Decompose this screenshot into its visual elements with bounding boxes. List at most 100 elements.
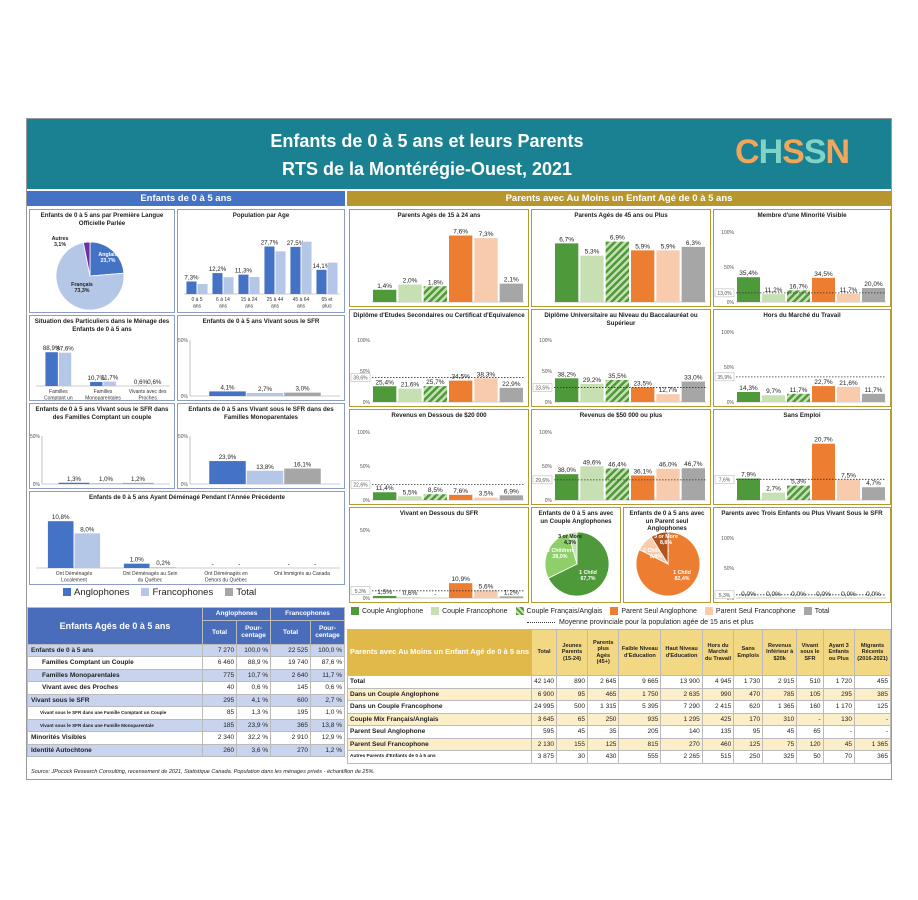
pie-slice xyxy=(89,241,125,277)
slice-value: 67,7% xyxy=(580,576,595,582)
x-tick: 25 à 44 xyxy=(267,297,284,303)
panel-pie: Enfants de 0 à 5 ans par Première Langue… xyxy=(29,209,175,313)
data-label: 11,7% xyxy=(865,387,883,394)
slice-name: 3 or More xyxy=(654,534,678,540)
col-header: Haut Niveau d'Education xyxy=(660,629,703,676)
data-label: 29,2% xyxy=(583,377,602,384)
chart-svg-p10: 50% 0% 1,5% 0,6% - 10,9% 5,6% 1,2% 5,3% xyxy=(350,528,524,602)
data-label: 14,3% xyxy=(739,385,758,392)
data-label: 1,2% xyxy=(131,476,146,483)
bar xyxy=(605,379,629,402)
left-legend: Anglophones Francophones Total xyxy=(63,587,256,598)
y-tick: 0% xyxy=(545,400,553,406)
data-label: - xyxy=(314,561,316,568)
prov-label: 22,6% xyxy=(353,483,368,489)
bar xyxy=(423,494,447,500)
data-label: 25,7% xyxy=(426,379,445,386)
bar xyxy=(862,487,885,500)
data-label: 7,9% xyxy=(741,472,756,479)
pie-slice xyxy=(82,241,91,277)
y-tick: 50% xyxy=(178,434,189,440)
bar xyxy=(837,479,860,500)
data-label: 20,7% xyxy=(814,437,833,444)
col-header: Total xyxy=(531,629,557,676)
bar xyxy=(737,277,760,302)
data-label: 87,6% xyxy=(56,346,74,353)
bar xyxy=(762,492,785,500)
y-tick: 100% xyxy=(357,338,370,344)
data-label: 1,8% xyxy=(428,279,443,286)
bar xyxy=(762,395,785,402)
prov-legend: Moyenne provinciale pour la population a… xyxy=(527,619,754,626)
data-label: 1,3% xyxy=(67,476,82,483)
pie-slice xyxy=(567,531,578,565)
data-label: 16,1% xyxy=(294,462,312,469)
chart-title: Hors du Marché du Travail xyxy=(763,312,841,319)
bar xyxy=(275,251,286,294)
bar xyxy=(150,567,177,568)
panel-pie_ang: Enfants de 0 à 5 ans avec un Couple Angl… xyxy=(531,507,621,603)
panel-p2: Parents Agés de 45 ans ou Plus 6,7% 5,3% 6,… xyxy=(531,209,711,307)
bar xyxy=(197,284,208,294)
x-tick: ans xyxy=(271,304,280,310)
slice-name: 2 Children xyxy=(547,548,573,554)
bar xyxy=(474,378,498,402)
legend-parent-seul-anglophone: Parent Seul Anglophone xyxy=(610,607,697,615)
bar xyxy=(474,590,498,598)
data-label: 33,0% xyxy=(684,375,703,382)
data-label: - xyxy=(434,591,436,598)
bar xyxy=(499,283,523,302)
data-label: 11,7% xyxy=(840,287,858,294)
data-label: 49,6% xyxy=(583,459,602,466)
bar xyxy=(74,533,101,568)
data-label: 3,5% xyxy=(479,491,494,498)
data-label: 6,3% xyxy=(686,240,701,247)
data-label: - xyxy=(288,561,290,568)
data-label: - xyxy=(212,561,214,568)
x-tick: Ont Immigrés au Canada xyxy=(274,571,330,577)
table-row: Parent Seul Francophone 2 130 155 125 815 270… xyxy=(346,737,891,751)
x-tick: Ont Déménagés en xyxy=(204,571,248,577)
y-tick: 0% xyxy=(727,400,735,406)
bar xyxy=(264,246,275,294)
data-label: 13,8% xyxy=(256,464,274,471)
y-tick: 50% xyxy=(178,338,189,344)
legend-couple-francophone: Couple Francophone xyxy=(431,607,508,615)
data-label: 10,8% xyxy=(52,514,70,521)
table-row: Vivant avec des Proches 40 0,6 % 145 0,6 % xyxy=(27,681,345,695)
slice-name: 3 or More xyxy=(558,534,582,540)
slice-value: 8,8% xyxy=(660,540,672,546)
data-label: 3,0% xyxy=(295,386,310,393)
right-legend: Couple Anglophone Couple Francophone Cou… xyxy=(351,607,829,615)
x-tick: du Québec xyxy=(138,578,163,584)
x-tick: 65 et xyxy=(321,297,333,303)
table-row: Dans un Couple Anglophone 6 900 95 465 1 750… xyxy=(346,687,891,701)
panel-sfr_mono: Enfants de 0 à 5 ans Vivant sous le SFR … xyxy=(177,403,345,489)
data-label: 38,2% xyxy=(557,371,576,378)
chart-title: Enfants de 0 à 5 ans Vivant sous le SFR … xyxy=(35,406,169,421)
logo: CHSSN xyxy=(735,133,850,171)
bar xyxy=(284,468,321,484)
chart-title: Revenus en Dessous de $20 000 xyxy=(391,412,487,419)
table-row: Minorités Visibles 2 340 32,2 % 2 910 12,9 % xyxy=(27,731,345,745)
x-tick: plus xyxy=(322,304,332,310)
right-table: Parents avec Au Moins un Enfant Agé de 0… xyxy=(346,629,891,764)
table-row: Vivant sous le SFR dans une Famille Comp… xyxy=(27,706,345,720)
bar xyxy=(499,596,523,598)
data-label: 6,9% xyxy=(610,235,625,242)
bar xyxy=(327,262,338,294)
chart-title: Parents avec Trois Enfants ou Plus Vivan… xyxy=(721,510,883,517)
data-label: 23,9% xyxy=(219,454,237,461)
x-tick: ans xyxy=(219,304,228,310)
legend-total: Total xyxy=(225,587,256,598)
table-row: Vivant sous le SFR 295 4,1 % 600 2,7 % xyxy=(27,693,345,707)
chart-svg-sfr_couple: 50% 0% 1,3% 1,0% 1,2% xyxy=(30,434,170,488)
prov-label: 35,9% xyxy=(717,375,732,381)
data-label: 35,5% xyxy=(608,373,627,380)
x-tick: 15 à 24 xyxy=(241,297,258,303)
panel-p6: Hors du Marché du Travail 100% 50% 0% 14,3% 9… xyxy=(713,309,891,407)
y-tick: 100% xyxy=(539,338,552,344)
y-tick: 50% xyxy=(360,369,371,375)
